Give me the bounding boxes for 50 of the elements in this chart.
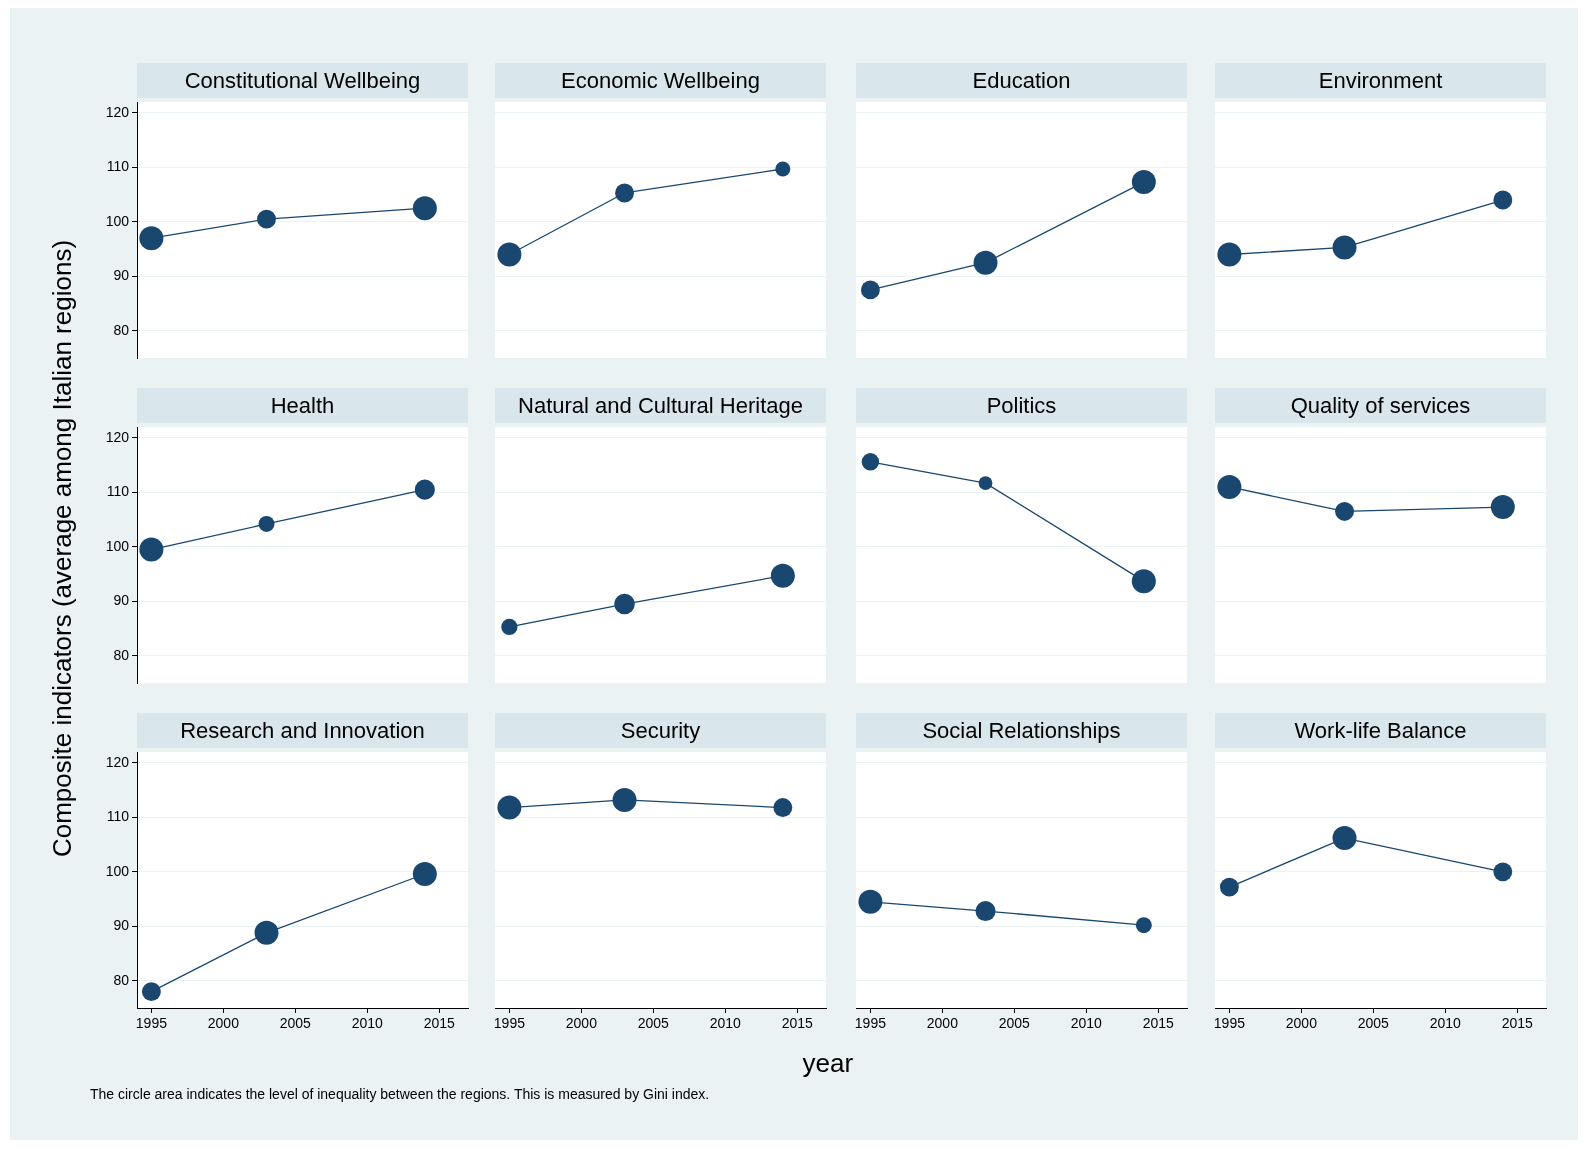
- y-tick-label: 120: [105, 753, 130, 770]
- chart-title: Health: [137, 388, 468, 423]
- chart-title: Research and Innovation: [137, 713, 468, 748]
- x-tick-label: 2005: [637, 1015, 670, 1032]
- y-tick-label: 100: [105, 212, 130, 229]
- x-tick-label: 2000: [207, 1015, 240, 1032]
- y-tick-label: 90: [113, 592, 130, 609]
- y-tick-label: 110: [106, 483, 130, 500]
- x-tick-label: 2000: [565, 1015, 598, 1032]
- x-tick-label: 2005: [1357, 1015, 1390, 1032]
- x-tick-label: 2015: [1142, 1015, 1174, 1032]
- y-tick-label: 110: [106, 808, 130, 825]
- y-tick-label: 80: [113, 321, 130, 338]
- x-tick-label: 2015: [781, 1015, 813, 1032]
- text: The circle area indicates the level of inequality between the regions. This is measured by Gini index.: [90, 1086, 710, 1102]
- y-tick-label: 90: [113, 267, 130, 284]
- x-tick-label: 2010: [351, 1015, 384, 1032]
- chart-title: Economic Wellbeing: [495, 63, 826, 98]
- x-tick-label: 2000: [1285, 1015, 1318, 1032]
- x-axis-title: year: [802, 1048, 854, 1079]
- chart-title: Social Relationships: [856, 713, 1187, 748]
- x-tick-label: 2010: [1070, 1015, 1103, 1032]
- y-tick-label: 80: [113, 971, 130, 988]
- chart-title: Education: [856, 63, 1187, 98]
- y-axis-title: Composite indicators (average among Italian regions): [46, 239, 78, 857]
- x-tick-label: 2000: [926, 1015, 959, 1032]
- x-tick-label: 2005: [998, 1015, 1031, 1032]
- x-tick-label: 2010: [709, 1015, 742, 1032]
- chart-title: Natural and Cultural Heritage: [495, 388, 826, 423]
- y-tick-label: 110: [106, 158, 130, 175]
- x-tick-label: 1995: [493, 1015, 526, 1032]
- chart-title: Quality of services: [1215, 388, 1546, 423]
- chart-title: Environment: [1215, 63, 1546, 98]
- y-tick-label: 100: [105, 537, 130, 554]
- chart-title: Constitutional Wellbeing: [137, 63, 468, 98]
- x-tick-label: 2005: [279, 1015, 312, 1032]
- x-tick-label: 2015: [1501, 1015, 1533, 1032]
- y-tick-label: 120: [105, 428, 130, 445]
- y-tick-label: 90: [113, 917, 130, 934]
- y-tick-label: 100: [105, 862, 130, 879]
- x-tick-label: 2010: [1429, 1015, 1462, 1032]
- y-tick-label: 80: [113, 646, 130, 663]
- x-tick-label: 1995: [1213, 1015, 1246, 1032]
- x-tick-label: 1995: [135, 1015, 168, 1032]
- x-tick-label: 1995: [854, 1015, 887, 1032]
- chart-title: Work-life Balance: [1215, 713, 1546, 748]
- chart-title: Security: [495, 713, 826, 748]
- y-tick-label: 120: [105, 103, 130, 120]
- x-tick-label: 2015: [423, 1015, 455, 1032]
- chart-title: Politics: [856, 388, 1187, 423]
